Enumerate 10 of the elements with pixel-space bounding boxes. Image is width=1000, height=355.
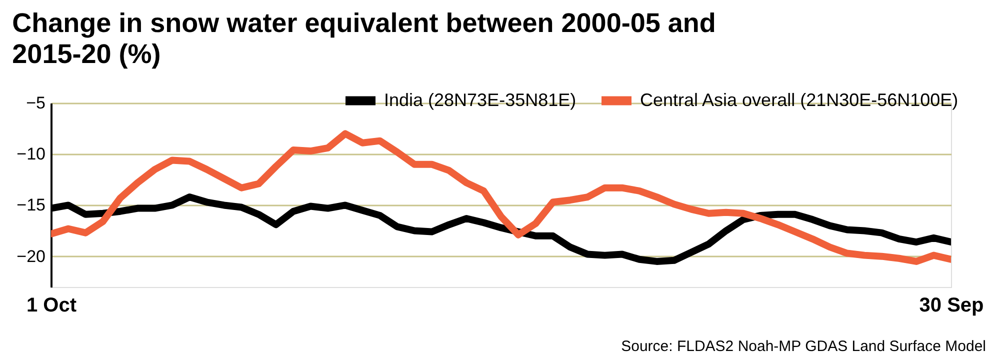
legend-label: Central Asia overall (21N30E-56N100E) (640, 90, 958, 110)
chart-title: Change in snow water equivalent between 2000-05 and 2015-20 (%) (12, 8, 716, 69)
x-tick-label: 30 Sep (919, 294, 984, 316)
x-tick-label: 1 Oct (26, 294, 77, 316)
legend-label: India (28N73E-35N81E) (384, 90, 576, 110)
source-note: Source: FLDAS2 Noah-MP GDAS Land Surface Model (621, 338, 986, 355)
y-tick-label: −5 (26, 94, 46, 112)
y-tick-label: −10 (16, 144, 46, 164)
y-tick-label: −15 (16, 196, 46, 215)
y-tick-label: −20 (16, 246, 46, 266)
